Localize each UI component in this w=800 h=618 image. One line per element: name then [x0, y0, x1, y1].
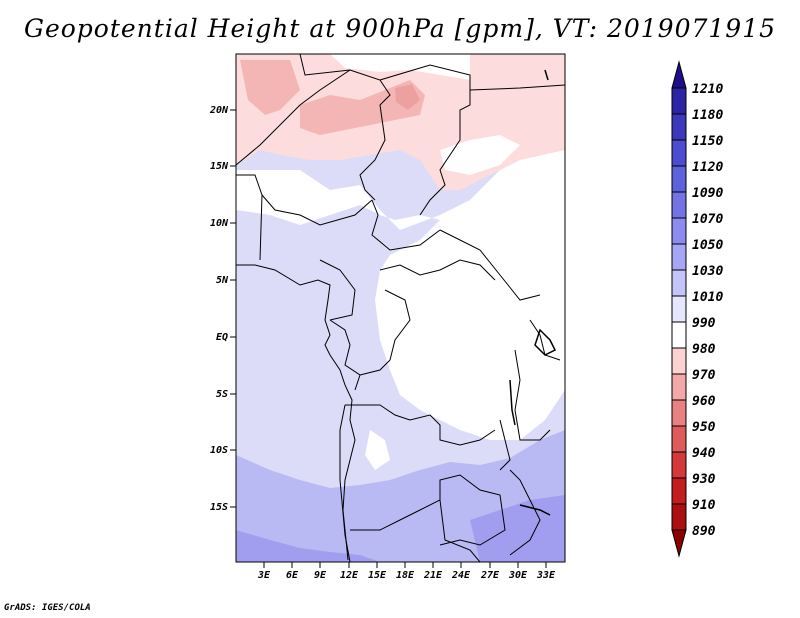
region-north-white — [330, 54, 520, 175]
lakes — [509, 69, 557, 516]
colorbar-level-label: 940 — [692, 446, 716, 461]
colorbar-bin — [671, 243, 687, 271]
colorbar-bottom-arrow — [671, 529, 687, 558]
colorbar: 1210 1180 1150 1120 1090 1070 1050 1030 1010 990 9… — [671, 60, 723, 558]
colorbar-level-label: 1070 — [692, 212, 723, 227]
lon-tick-label: 6E — [286, 570, 299, 581]
lat-tick-label: 15N — [210, 161, 229, 172]
latitude-axis: 20N 15N 10N 5N EQ 5S 10S 15S — [209, 105, 236, 513]
colorbar-bin — [671, 347, 687, 375]
colorbar-level-label: 890 — [692, 524, 716, 539]
region-central-white — [236, 150, 565, 440]
colorbar-bin — [671, 191, 687, 219]
colorbar-level-label: 1210 — [692, 82, 723, 97]
lat-tick-label: 20N — [209, 105, 229, 116]
colorbar-bin — [671, 477, 687, 505]
colorbar-bin — [671, 373, 687, 401]
lon-tick-label: 18E — [396, 570, 415, 581]
colorbar-bin — [671, 321, 687, 349]
lat-tick-label: 5S — [216, 389, 228, 400]
lon-tick-label: 3E — [257, 570, 271, 581]
lon-tick-label: 33E — [536, 570, 556, 581]
colorbar-bin — [671, 87, 687, 115]
colorbar-level-label: 990 — [692, 316, 716, 331]
colorbar-bin — [671, 113, 687, 141]
colorbar-bin — [671, 139, 687, 167]
coastline — [236, 264, 356, 561]
lat-tick-label: EQ — [216, 332, 228, 343]
lat-tick-label: 10N — [210, 218, 229, 229]
lat-tick-label: 15S — [210, 502, 228, 513]
colorbar-bin — [671, 425, 687, 453]
colorbar-level-label: 1180 — [692, 108, 723, 123]
colorbar-level-label: 970 — [692, 368, 716, 383]
field-layer — [236, 54, 565, 562]
region-white-pocket-angola — [365, 430, 390, 470]
colorbar-level-label: 1090 — [692, 186, 723, 201]
colorbar-top-arrow — [671, 60, 687, 89]
colorbar-level-label: 960 — [692, 394, 716, 409]
colorbar-level-label: 910 — [692, 498, 716, 513]
colorbar-bin — [671, 165, 687, 193]
region-far-south — [236, 495, 565, 562]
colorbar-bin — [671, 295, 687, 323]
colorbar-level-label: 1030 — [692, 264, 723, 279]
region-sahara-core — [240, 60, 425, 135]
longitude-axis: 3E 6E 9E 12E 15E 18E 21E 24E 27E 30E 33E — [257, 562, 556, 581]
colorbar-bin — [671, 399, 687, 427]
colorbar-bin — [671, 269, 687, 297]
lon-tick-label: 15E — [368, 570, 387, 581]
colorbar-bin — [671, 503, 687, 531]
lon-tick-label: 30E — [508, 570, 528, 581]
lat-tick-label: 5N — [216, 275, 229, 286]
lon-tick-label: 21E — [423, 570, 443, 581]
colorbar-level-label: 1050 — [692, 238, 723, 253]
colorbar-bin — [671, 217, 687, 245]
colorbar-bin — [671, 451, 687, 479]
colorbar-level-label: 1120 — [692, 160, 723, 175]
lon-tick-label: 12E — [340, 570, 359, 581]
colorbar-level-label: 930 — [692, 472, 716, 487]
chart-title: Geopotential Height at 900hPa [gpm], VT:… — [23, 14, 777, 43]
credit-text: GrADS: IGES/COLA — [4, 603, 91, 613]
colorbar-level-label: 980 — [692, 342, 716, 357]
colorbar-level-label: 1150 — [692, 134, 723, 149]
colorbar-level-label: 1010 — [692, 290, 723, 305]
map-frame — [235, 53, 566, 563]
colorbar-level-label: 950 — [692, 420, 716, 435]
lon-tick-label: 27E — [480, 570, 500, 581]
region-sahara-peak — [395, 84, 420, 110]
lon-tick-label: 24E — [451, 570, 471, 581]
borders — [236, 54, 565, 562]
lat-tick-label: 10S — [210, 445, 228, 456]
lon-tick-label: 9E — [314, 570, 327, 581]
